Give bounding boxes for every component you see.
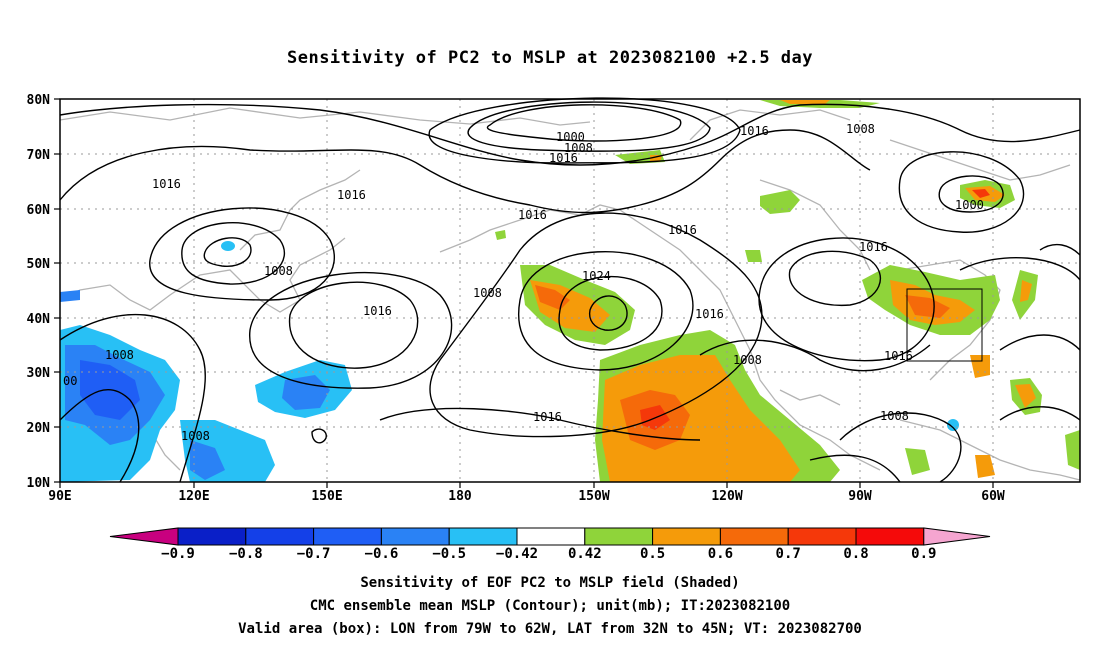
lat-label: 30N — [27, 366, 51, 381]
caption-line-3: Valid area (box): LON from 79W to 62W, L… — [238, 621, 862, 637]
colorbar-swatch — [855, 527, 925, 546]
lon-label: 150W — [578, 489, 609, 504]
lon-label: 90W — [848, 489, 872, 504]
colorbar-swatch — [448, 527, 518, 546]
colorbar-tick-label: −0.5 — [432, 546, 466, 562]
lat-label: 70N — [27, 148, 51, 163]
contour-label: 1000 — [556, 130, 585, 144]
contour-label: 1016 — [337, 188, 366, 202]
colorbar-arrow-right — [923, 527, 991, 546]
contour-label: 1008 — [181, 429, 210, 443]
colorbar-swatch — [719, 527, 789, 546]
colorbar-tick-label: 0.5 — [640, 546, 665, 562]
lat-label: 40N — [27, 312, 51, 327]
contour-label: 1008 — [564, 141, 593, 155]
lon-label: 120E — [178, 489, 209, 504]
colorbar-swatch — [380, 527, 450, 546]
axis-ticks — [54, 98, 994, 488]
contour-label: 1016 — [363, 304, 392, 318]
colorbar-swatch — [787, 527, 857, 546]
contour-label: 1008 — [846, 122, 875, 136]
contour-label: 1016 — [533, 410, 562, 424]
lon-label: 90E — [48, 489, 71, 504]
valid-area-box — [906, 288, 983, 362]
colorbar-tick-label: −0.6 — [365, 546, 399, 562]
colorbar-swatch — [584, 527, 654, 546]
colorbar-tick-label: 0.7 — [776, 546, 801, 562]
lon-label: 150E — [311, 489, 342, 504]
lat-labels: 80N 70N 60N 50N 40N 30N 20N 10N — [27, 93, 51, 491]
colorbar-tick-label: 0.6 — [708, 546, 733, 562]
contour-labels: 1000 1008 1016 1016 1016 1016 1016 1008 … — [63, 122, 984, 443]
contour-label: 1016 — [695, 307, 724, 321]
contour-label: 00 — [63, 374, 77, 388]
lon-label: 120W — [711, 489, 742, 504]
contour-label: 1008 — [880, 409, 909, 423]
contour-label: 1016 — [740, 124, 769, 138]
colorbar-tick-label: 0.42 — [568, 546, 602, 562]
lon-label: 60W — [981, 489, 1005, 504]
contour-label: 1008 — [733, 353, 762, 367]
contour-label: 1016 — [884, 349, 913, 363]
colorbar-arrow-left — [109, 527, 179, 546]
colorbar-swatch — [652, 527, 721, 546]
contour-label: 1016 — [668, 223, 697, 237]
colorbar-swatch — [177, 527, 247, 546]
mslp-contours — [59, 97, 1081, 483]
colorbar — [109, 527, 991, 546]
colorbar-tick-label: −0.8 — [229, 546, 263, 562]
colorbar-tick-label: 0.8 — [843, 546, 868, 562]
coastlines — [59, 107, 1081, 481]
lat-label: 20N — [27, 421, 51, 436]
colorbar-tick-label: −0.9 — [161, 546, 195, 562]
contour-label: 1016 — [152, 177, 181, 191]
caption-line-2: CMC ensemble mean MSLP (Contour); unit(m… — [309, 598, 791, 614]
shaded-field — [60, 100, 1080, 482]
lat-label: 10N — [27, 476, 51, 491]
contour-label: 1000 — [955, 198, 984, 212]
colorbar-swatch — [245, 527, 315, 546]
map-title: Sensitivity of PC2 to MSLP at 2023082100… — [286, 48, 813, 68]
lat-label: 80N — [27, 93, 51, 108]
colorbar-tick-label: −0.7 — [297, 546, 331, 562]
caption-line-1: Sensitivity of EOF PC2 to MSLP field (Sh… — [360, 575, 740, 591]
lon-label: 180 — [448, 489, 472, 504]
contour-label: 1016 — [859, 240, 888, 254]
lon-labels: 90E 120E 150E 180 150W 120W 90W 60W — [48, 489, 1005, 504]
contour-label: 1008 — [105, 348, 134, 362]
contour-label: 1008 — [264, 264, 293, 278]
colorbar-swatch — [313, 527, 382, 546]
contour-label: 1016 — [549, 151, 578, 165]
colorbar-swatch — [516, 527, 586, 546]
colorbar-tick-label: −0.42 — [496, 546, 538, 562]
contour-label: 1024 — [582, 269, 611, 283]
contour-label: 1008 — [473, 286, 502, 300]
colorbar-labels: −0.9 −0.8 −0.7 −0.6 −0.5 −0.42 0.42 0.5 0.6 0.7 0.… — [161, 546, 936, 562]
colorbar-tick-label: 0.9 — [911, 546, 936, 562]
contour-label: 1016 — [518, 208, 547, 222]
map-border — [59, 98, 1081, 483]
lat-label: 50N — [27, 257, 51, 272]
lat-label: 60N — [27, 203, 51, 218]
